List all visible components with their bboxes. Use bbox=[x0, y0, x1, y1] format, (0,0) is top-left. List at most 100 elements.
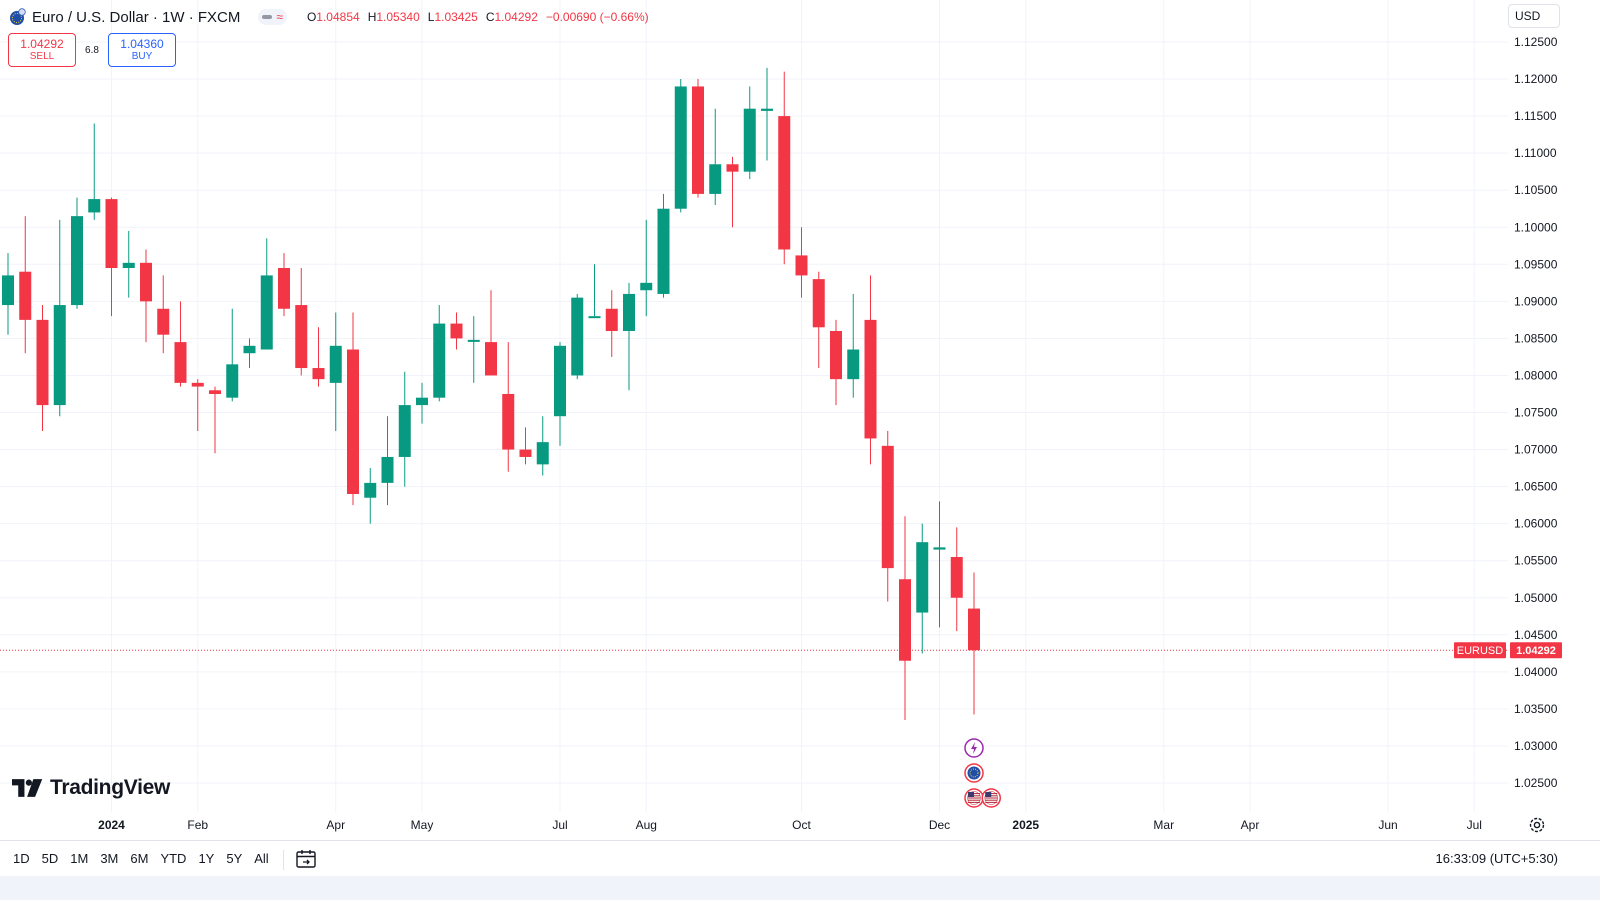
time-axis[interactable]: 2024 Feb Apr May Jul Aug Oct Dec 2025 Mar Apr Jun Ju… bbox=[98, 818, 1482, 832]
candle-body bbox=[485, 342, 497, 376]
time-tick-label: Feb bbox=[187, 818, 208, 832]
candle-body bbox=[347, 349, 359, 495]
candle-body bbox=[71, 216, 83, 306]
high-label: H bbox=[367, 10, 377, 24]
change-value: −0.00690 (−0.66%) bbox=[545, 10, 649, 24]
timeframe-1d[interactable]: 1D bbox=[13, 851, 30, 866]
candle bbox=[243, 338, 256, 369]
time-tick-label: Oct bbox=[792, 818, 811, 832]
open-value: 1.04854 bbox=[316, 10, 360, 24]
price-tick-label: 1.09000 bbox=[1514, 294, 1558, 308]
candle-body bbox=[312, 368, 325, 380]
candle bbox=[381, 416, 394, 506]
candle-body bbox=[623, 293, 635, 331]
timeframe-all[interactable]: All bbox=[254, 851, 269, 866]
candle bbox=[416, 382, 428, 424]
candles bbox=[2, 67, 980, 721]
candle bbox=[933, 501, 946, 628]
candle bbox=[571, 293, 584, 380]
symbol-tag-bg bbox=[1454, 642, 1506, 659]
timeframe-1m[interactable]: 1M bbox=[70, 851, 89, 866]
price-tick-label: 1.10000 bbox=[1514, 220, 1558, 234]
candle bbox=[502, 342, 515, 472]
timeframe-3m[interactable]: 3M bbox=[100, 851, 119, 866]
candle-body bbox=[36, 319, 49, 406]
candle-body bbox=[657, 208, 670, 294]
us-event-icon bbox=[981, 788, 1001, 808]
candle bbox=[864, 275, 877, 465]
price-axis[interactable]: 1.02500 1.03000 1.03500 1.04000 1.04500 1.050… bbox=[1514, 35, 1558, 790]
time-tick-label: Apr bbox=[1241, 818, 1260, 832]
timeframe-5d[interactable]: 5D bbox=[41, 851, 59, 866]
settings-gear-icon[interactable] bbox=[1527, 815, 1547, 835]
candle-body bbox=[674, 86, 687, 209]
price-tick-label: 1.05500 bbox=[1514, 554, 1558, 568]
candle-body bbox=[830, 330, 842, 380]
indicator-toggle-pill[interactable]: ≈ bbox=[258, 9, 287, 25]
candle-body bbox=[105, 199, 118, 269]
clock-timezone[interactable]: 16:33:09 (UTC+5:30) bbox=[1435, 851, 1558, 866]
candle bbox=[226, 308, 239, 402]
sell-button[interactable]: 1.04292 SELL bbox=[8, 33, 76, 67]
candle bbox=[623, 282, 635, 391]
bottom-toolbar: 1D 5D 1M 3M 6M YTD 1Y 5Y All 16:33:09 (UTC+5:30) bbox=[0, 840, 1600, 877]
last-price-tag-bg bbox=[1510, 642, 1562, 659]
candle-body bbox=[329, 345, 342, 383]
candle-body bbox=[726, 164, 739, 172]
timeframe-1y[interactable]: 1Y bbox=[198, 851, 215, 866]
candle bbox=[295, 268, 308, 376]
calendar-range-icon[interactable] bbox=[294, 847, 318, 871]
candle-body bbox=[605, 308, 618, 331]
candle-body bbox=[864, 319, 877, 439]
candle bbox=[485, 290, 497, 376]
candle bbox=[830, 319, 842, 406]
candle bbox=[657, 193, 670, 298]
candle bbox=[2, 253, 14, 335]
candle-body bbox=[88, 199, 101, 213]
candle bbox=[364, 468, 377, 524]
price-chart[interactable]: 1.02500 1.03000 1.03500 1.04000 1.04500 1.050… bbox=[0, 0, 1600, 840]
candle bbox=[950, 527, 963, 632]
price-tick-label: 1.02500 bbox=[1514, 776, 1558, 790]
logo-text: TradingView bbox=[50, 776, 171, 799]
symbol-title[interactable]: Euro / U.S. Dollar · 1W · FXCM bbox=[32, 8, 241, 26]
eu-flag-icon bbox=[10, 8, 26, 25]
candle-body bbox=[881, 445, 894, 569]
currency-button[interactable]: USD bbox=[1508, 4, 1560, 28]
eu-event-icon bbox=[964, 763, 984, 783]
candle bbox=[726, 156, 739, 228]
lightning-event-icon bbox=[964, 738, 984, 758]
candle bbox=[122, 230, 135, 298]
candle-body bbox=[778, 116, 791, 250]
buy-button[interactable]: 1.04360 BUY bbox=[108, 33, 176, 67]
low-value: 1.03425 bbox=[434, 10, 478, 24]
candle bbox=[19, 216, 32, 354]
candle-body bbox=[140, 262, 152, 302]
time-tick-label: Mar bbox=[1153, 818, 1174, 832]
toolbar-divider bbox=[283, 850, 284, 870]
price-tick-label: 1.07000 bbox=[1514, 443, 1558, 457]
timeframe-6m[interactable]: 6M bbox=[130, 851, 149, 866]
candle bbox=[761, 67, 773, 161]
timeframe-5y[interactable]: 5Y bbox=[226, 851, 243, 866]
high-value: 1.05340 bbox=[376, 10, 420, 24]
close-label: C bbox=[485, 10, 495, 24]
candle-body bbox=[278, 268, 290, 309]
buy-price: 1.04360 bbox=[120, 37, 164, 51]
candle bbox=[605, 290, 618, 357]
candle-body bbox=[209, 390, 221, 394]
low-label: L bbox=[427, 10, 435, 24]
candle-body bbox=[640, 282, 653, 291]
event-markers bbox=[964, 738, 1001, 808]
sell-price: 1.04292 bbox=[20, 37, 64, 51]
candle-body bbox=[536, 442, 549, 465]
price-tick-label: 1.06500 bbox=[1514, 480, 1558, 494]
candle-body bbox=[433, 323, 446, 398]
last-price-tag-label: 1.04292 bbox=[1516, 645, 1556, 657]
candle bbox=[174, 301, 187, 387]
candle bbox=[433, 305, 446, 402]
time-tick-label: May bbox=[411, 818, 434, 832]
timeframe-ytd[interactable]: YTD bbox=[160, 851, 187, 866]
candle bbox=[778, 71, 791, 265]
candle bbox=[709, 108, 722, 206]
